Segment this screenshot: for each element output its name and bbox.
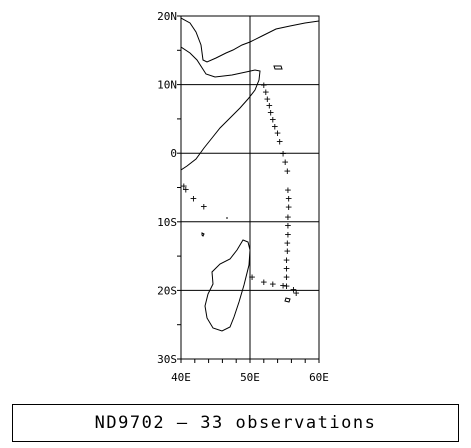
observation-marker: + (260, 79, 267, 92)
observation-marker: + (285, 228, 292, 241)
y-tick-label: 20N (157, 10, 177, 23)
observation-marker: + (200, 200, 207, 213)
observation-marker: + (290, 283, 297, 296)
observation-layer: ++++++++++++++++++++++++ ++++++++++ (180, 79, 300, 300)
observation-marker: + (285, 201, 292, 214)
x-tick-label: 60E (309, 371, 329, 384)
mauritius-island (284, 297, 291, 303)
arabia-coastline (181, 17, 319, 63)
observation-marker: + (272, 120, 279, 133)
observation-marker: + (260, 275, 267, 288)
observation-marker: + (269, 278, 276, 291)
observation-marker: + (283, 254, 290, 267)
axis-labels: 40E 50E 60E 20N 10N 0 10S 20S 30S (157, 10, 329, 384)
observation-marker: + (284, 236, 291, 249)
y-tick-label: 10N (157, 79, 177, 92)
y-tick-label: 30S (157, 353, 177, 366)
observation-marker: + (283, 271, 290, 284)
axis-ticks (177, 15, 320, 363)
observation-marker: + (263, 85, 270, 98)
coastline-layer (181, 17, 319, 332)
observation-marker: + (180, 179, 187, 192)
observation-marker: + (267, 106, 274, 119)
observation-marker: + (293, 286, 300, 299)
observation-marker: + (283, 280, 290, 293)
comoros-islands (201, 217, 228, 237)
observation-marker: + (280, 279, 287, 292)
africa-coastline (181, 46, 261, 171)
observation-marker: + (285, 192, 292, 205)
observation-marker: + (285, 210, 292, 223)
observation-marker: + (249, 271, 256, 284)
caption-text: ND9702 — 33 observations (94, 413, 377, 433)
observation-marker: + (264, 92, 271, 105)
observation-marker: + (284, 164, 291, 177)
observation-marker: + (274, 127, 281, 140)
socotra-island (273, 65, 283, 70)
caption-box: ND9702 — 33 observations (12, 404, 459, 442)
observation-marker: + (285, 184, 292, 197)
observation-marker: + (285, 219, 292, 232)
x-tick-label: 50E (240, 371, 260, 384)
madagascar-coastline (204, 239, 251, 332)
x-tick-label: 40E (171, 371, 191, 384)
observation-marker: + (190, 192, 197, 205)
observation-marker: + (266, 99, 273, 112)
y-tick-label: 0 (170, 147, 177, 160)
observation-marker: + (282, 155, 289, 168)
observation-marker: + (280, 147, 287, 160)
observation-marker: + (183, 183, 190, 196)
observation-marker: + (284, 245, 291, 258)
y-tick-label: 10S (157, 216, 177, 229)
y-tick-label: 20S (157, 284, 177, 297)
observation-marker: + (269, 113, 276, 126)
observation-marker: + (283, 262, 290, 275)
observation-marker: + (276, 135, 283, 148)
